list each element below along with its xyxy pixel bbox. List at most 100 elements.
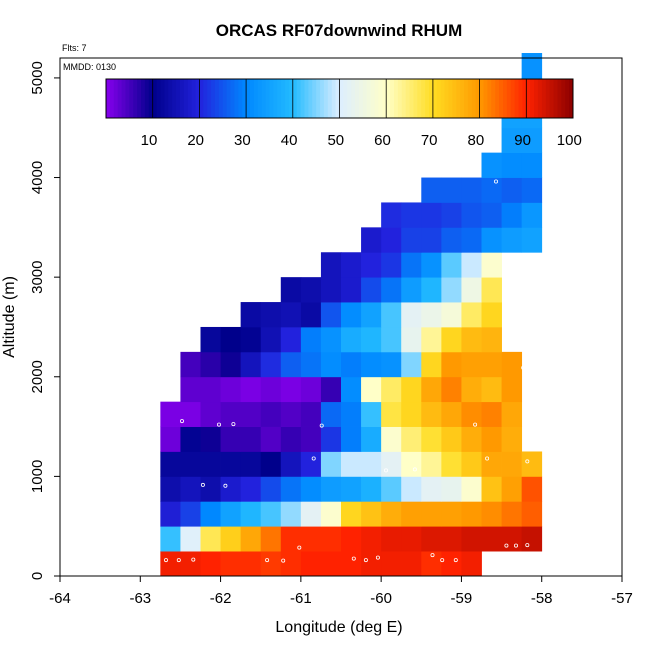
plot-frame xyxy=(59,57,623,577)
heatmap-cell xyxy=(160,426,181,452)
heatmap-cell xyxy=(160,401,181,427)
sample-point xyxy=(525,543,530,548)
heatmap-cell xyxy=(461,526,482,552)
heatmap-cell xyxy=(421,501,442,527)
heatmap-cell xyxy=(341,551,362,577)
heatmap-cell xyxy=(341,476,362,502)
heatmap-cell xyxy=(220,401,242,427)
colorbar-segment xyxy=(475,79,481,118)
heatmap-cell xyxy=(220,526,242,552)
heatmap-cell xyxy=(300,302,322,328)
sample-point xyxy=(151,510,156,515)
colorbar-segment xyxy=(569,79,574,118)
colorbar-segment xyxy=(549,79,555,118)
heatmap-cell xyxy=(160,476,181,502)
heatmap-cell xyxy=(521,501,543,527)
heatmap-cell xyxy=(180,401,201,427)
heatmap-cell xyxy=(160,451,181,477)
colorbar-segment xyxy=(183,79,189,118)
sample-point xyxy=(351,556,356,561)
heatmap-cell xyxy=(341,526,362,552)
colorbar-segment xyxy=(234,79,239,118)
heatmap-cell xyxy=(401,202,422,228)
colorbar-segment xyxy=(285,79,290,118)
heatmap-cell xyxy=(300,351,322,378)
axes: -64 -63 -62 -61 -60 -59 -58 -57 0 1000 2000 3000 400… xyxy=(29,61,633,607)
heatmap-cell xyxy=(160,501,181,527)
colorbar-segment xyxy=(378,79,383,118)
sample-point xyxy=(505,272,510,277)
heatmap-cell xyxy=(280,526,302,552)
heatmap-cell xyxy=(200,351,221,378)
colorbar-segment xyxy=(156,79,161,118)
heatmap-cell xyxy=(421,451,442,477)
colorbar-segment xyxy=(405,79,411,118)
heatmap-cell xyxy=(320,277,342,303)
heatmap-cell xyxy=(521,177,543,203)
heatmap-cell xyxy=(220,376,242,403)
heatmap-cell xyxy=(361,326,382,353)
heatmap-cell xyxy=(260,326,282,353)
heatmap-cell xyxy=(260,451,282,477)
heatmap-cell xyxy=(521,526,543,552)
heatmap-cell xyxy=(441,426,462,452)
colorbar-segment xyxy=(238,79,243,118)
heatmap-cell xyxy=(320,426,342,452)
colorbar-segment xyxy=(179,79,185,118)
date-label: MMDD: 0130 xyxy=(63,62,116,72)
heatmap-cell xyxy=(180,476,201,502)
colorbar-segment xyxy=(347,79,352,118)
heatmap-cell xyxy=(280,476,302,502)
heatmap-cell xyxy=(421,526,442,552)
colorbar-segment xyxy=(425,79,430,118)
colorbar-segment xyxy=(129,79,134,118)
colorbar-segment xyxy=(222,79,228,118)
heatmap-cell xyxy=(401,401,422,427)
colorbar-tick-label: 70 xyxy=(421,132,438,149)
x-axis-label: Longitude (deg E) xyxy=(275,619,402,636)
heatmap-cell xyxy=(341,501,362,527)
colorbar-segment xyxy=(464,79,469,118)
heatmap-cell xyxy=(501,401,523,427)
sample-point xyxy=(453,558,458,563)
heatmap-cell xyxy=(341,401,362,427)
colorbar-tick-label: 40 xyxy=(281,132,298,149)
sample-point xyxy=(176,558,181,563)
heatmap-cell xyxy=(441,177,462,203)
colorbar-segment xyxy=(397,79,403,118)
heatmap-cell xyxy=(361,252,382,278)
heatmap-cell xyxy=(501,476,523,502)
heatmap-cell xyxy=(381,426,402,452)
heatmap-cell xyxy=(481,202,502,228)
y-tick-label: 5000 xyxy=(29,61,46,94)
colorbar-segment xyxy=(172,79,177,118)
colorbar-segment xyxy=(545,79,551,118)
heatmap-cell xyxy=(300,401,322,427)
heatmap-cell xyxy=(381,526,402,552)
colorbar-segment xyxy=(409,79,414,118)
heatmap-cell xyxy=(220,501,242,527)
heatmap-cell xyxy=(320,551,342,577)
sample-points xyxy=(151,179,530,563)
heatmap-cell xyxy=(200,426,221,452)
heatmap-cell xyxy=(240,376,262,403)
heatmap-cell xyxy=(521,202,543,228)
sample-point xyxy=(319,423,324,428)
x-tick-label: -57 xyxy=(611,590,633,607)
colorbar-segment xyxy=(565,79,570,118)
heatmap-cell xyxy=(501,177,523,203)
heatmap-cell xyxy=(401,476,422,502)
heatmap-cell xyxy=(401,302,422,328)
heatmap-cell xyxy=(401,376,422,403)
heatmap-cell xyxy=(240,501,262,527)
heatmap-cell xyxy=(260,351,282,378)
heatmap-cell xyxy=(501,426,523,452)
heatmap-cell xyxy=(381,252,402,278)
heatmap-cell xyxy=(421,202,442,228)
heatmap-cell xyxy=(421,326,442,353)
colorbar-segment xyxy=(323,79,329,118)
colorbar-segment xyxy=(253,79,259,118)
colorbar-segment xyxy=(331,79,337,118)
sample-point xyxy=(430,553,435,558)
heatmap-cell xyxy=(260,476,282,502)
